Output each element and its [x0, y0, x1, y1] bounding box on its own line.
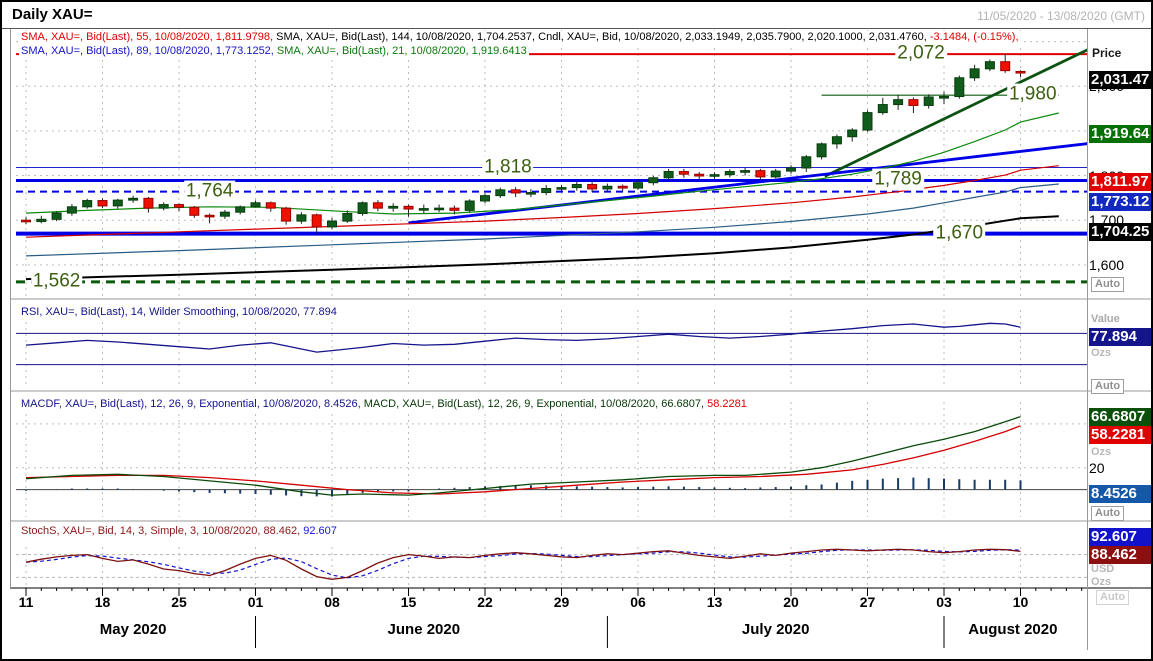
macd-signal-line: [25, 425, 1021, 495]
trendline-2: [408, 142, 1087, 225]
candle-body: [311, 214, 322, 228]
candle-body: [877, 104, 888, 114]
candle-body: [1015, 70, 1026, 74]
sma-55-line: [25, 165, 1059, 238]
candle-body: [831, 136, 842, 145]
candle-body: [1000, 61, 1011, 72]
sma-21-line: [25, 112, 1059, 215]
candle-body: [158, 204, 169, 209]
candle-body: [816, 143, 827, 158]
stoch-d-line: [25, 549, 1021, 579]
candle-body: [663, 171, 674, 179]
candle-body: [862, 112, 873, 131]
candle-body: [464, 200, 475, 211]
candle-body: [770, 170, 781, 178]
title-bar: Daily XAU= 11/05/2020 - 13/08/2020 (GMT): [2, 2, 1151, 28]
chart-title: Daily XAU=: [12, 6, 93, 23]
candle-body: [342, 213, 353, 222]
candle-body: [602, 185, 613, 190]
candle-body: [189, 206, 200, 216]
candle-body: [128, 197, 139, 201]
candle-body: [893, 99, 904, 106]
candle-body: [724, 171, 735, 176]
candle-body: [480, 195, 490, 202]
candle-body: [265, 202, 276, 209]
candle-body: [21, 219, 31, 223]
candle-body: [678, 171, 689, 175]
candle-body: [357, 202, 368, 215]
candle-body: [525, 192, 536, 195]
candle-body: [403, 205, 414, 210]
candle-body: [174, 204, 184, 208]
sma-89-line: [25, 183, 1059, 257]
candle-body: [372, 202, 383, 209]
candle-body: [709, 174, 720, 177]
candle-body: [296, 214, 307, 222]
candle-body: [112, 199, 123, 207]
candle-body: [755, 170, 766, 178]
candle-body: [969, 68, 980, 79]
candle-body: [923, 96, 934, 106]
candle-body: [786, 167, 796, 172]
candle-body: [740, 170, 751, 173]
candle-body: [984, 61, 995, 70]
candle-body: [388, 205, 399, 209]
candle-body: [250, 202, 261, 208]
candle-body: [449, 207, 460, 211]
candle-body: [36, 218, 47, 223]
candle-body: [587, 183, 598, 190]
candle-body: [418, 208, 429, 211]
date-range-label: 11/05/2020 - 13/08/2020 (GMT): [977, 9, 1145, 23]
trendline-1: [824, 48, 1087, 178]
rsi-line: [25, 322, 1021, 353]
candle-body: [648, 177, 659, 184]
candle-body: [82, 200, 93, 208]
candle-body: [495, 189, 506, 197]
candle-body: [617, 185, 628, 189]
candle-body: [434, 207, 445, 211]
candle-body: [939, 96, 949, 99]
candle-body: [556, 187, 567, 190]
macd-line: [25, 415, 1021, 496]
candle-body: [541, 188, 552, 194]
candle-body: [633, 182, 643, 189]
candle-body: [97, 200, 108, 207]
candle-body: [204, 214, 215, 218]
candle-body: [954, 77, 965, 98]
stoch-k-line: [25, 548, 1021, 580]
candle-body: [908, 99, 919, 106]
candle-body: [66, 206, 77, 214]
candle-body: [327, 220, 337, 228]
candle-body: [281, 207, 292, 222]
candle-body: [235, 206, 246, 213]
candle-body: [847, 129, 858, 138]
candle-body: [694, 173, 705, 177]
candle-body: [571, 183, 582, 189]
candle-body: [801, 156, 812, 169]
candle-body: [143, 197, 154, 209]
sma-144-line: [25, 215, 1059, 281]
candle-body: [219, 211, 230, 217]
candle-body: [51, 212, 62, 220]
candle-body: [510, 189, 521, 194]
